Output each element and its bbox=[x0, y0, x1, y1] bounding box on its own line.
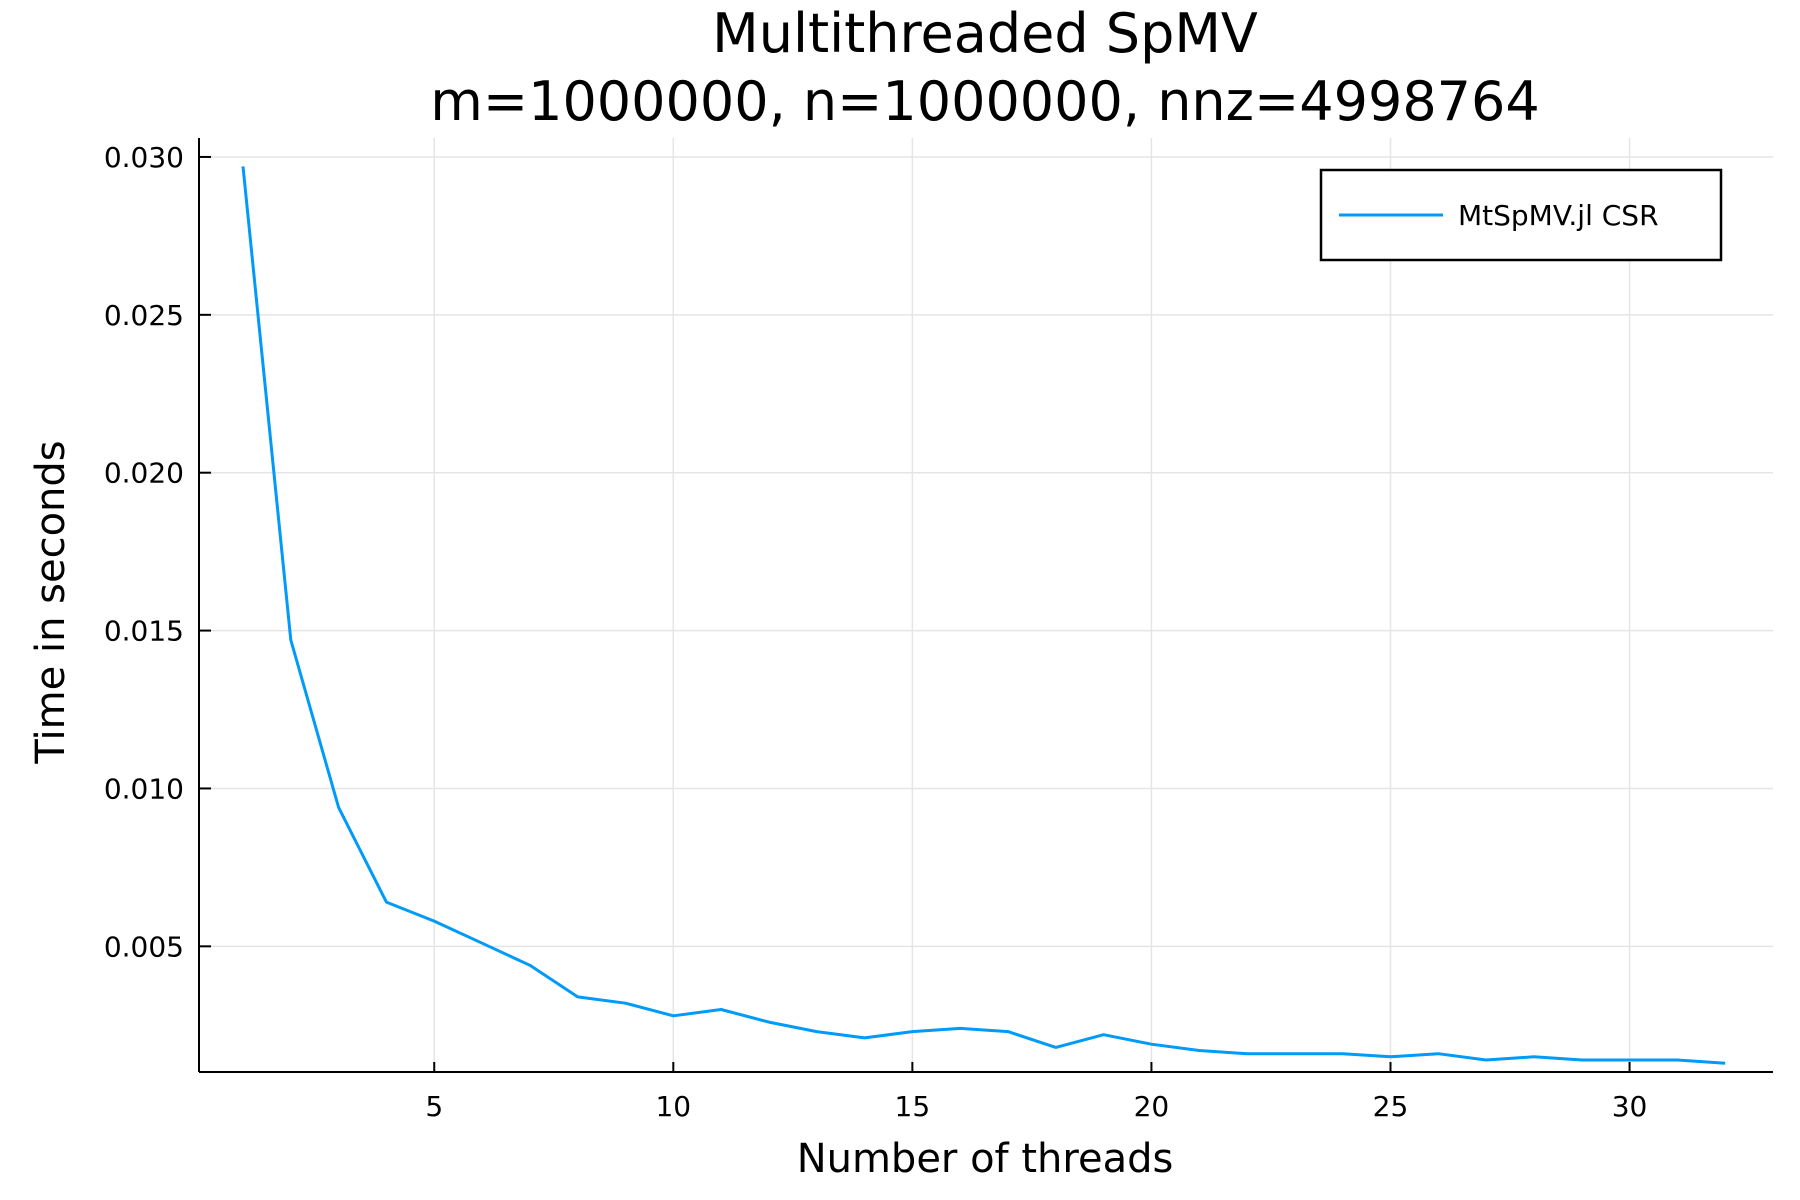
grid bbox=[199, 138, 1773, 1072]
chart-subtitle: m=1000000, n=1000000, nnz=4998764 bbox=[430, 70, 1540, 133]
series-layer bbox=[241, 166, 1726, 1065]
y-tick-label: 0.005 bbox=[104, 930, 184, 963]
x-tick-label: 30 bbox=[1612, 1090, 1648, 1123]
x-tick-label: 25 bbox=[1373, 1090, 1409, 1123]
y-tick-label: 0.015 bbox=[104, 615, 184, 648]
x-tick-label: 15 bbox=[895, 1090, 931, 1123]
series-line bbox=[241, 166, 1726, 1065]
x-tick-label: 10 bbox=[655, 1090, 691, 1123]
y-tick-label: 0.020 bbox=[104, 457, 184, 490]
x-tick-label: 20 bbox=[1134, 1090, 1170, 1123]
y-tick-label: 0.030 bbox=[104, 141, 184, 174]
y-axis-label: Time in seconds bbox=[28, 440, 74, 764]
y-tick-label: 0.025 bbox=[104, 299, 184, 332]
y-tick-label: 0.010 bbox=[104, 772, 184, 805]
x-tick-label: 5 bbox=[425, 1090, 443, 1123]
tick-labels: 5 10 15 20 25 30 0.005 0.010 0.015 0.020 0.025 0.03… bbox=[104, 141, 1648, 1123]
chart-title: Multithreaded SpMV bbox=[712, 2, 1258, 65]
legend: MtSpMV.jl CSR bbox=[1319, 168, 1723, 262]
legend-label: MtSpMV.jl CSR bbox=[1458, 199, 1659, 232]
x-axis-label: Number of threads bbox=[797, 1136, 1174, 1182]
axes bbox=[198, 138, 1773, 1073]
